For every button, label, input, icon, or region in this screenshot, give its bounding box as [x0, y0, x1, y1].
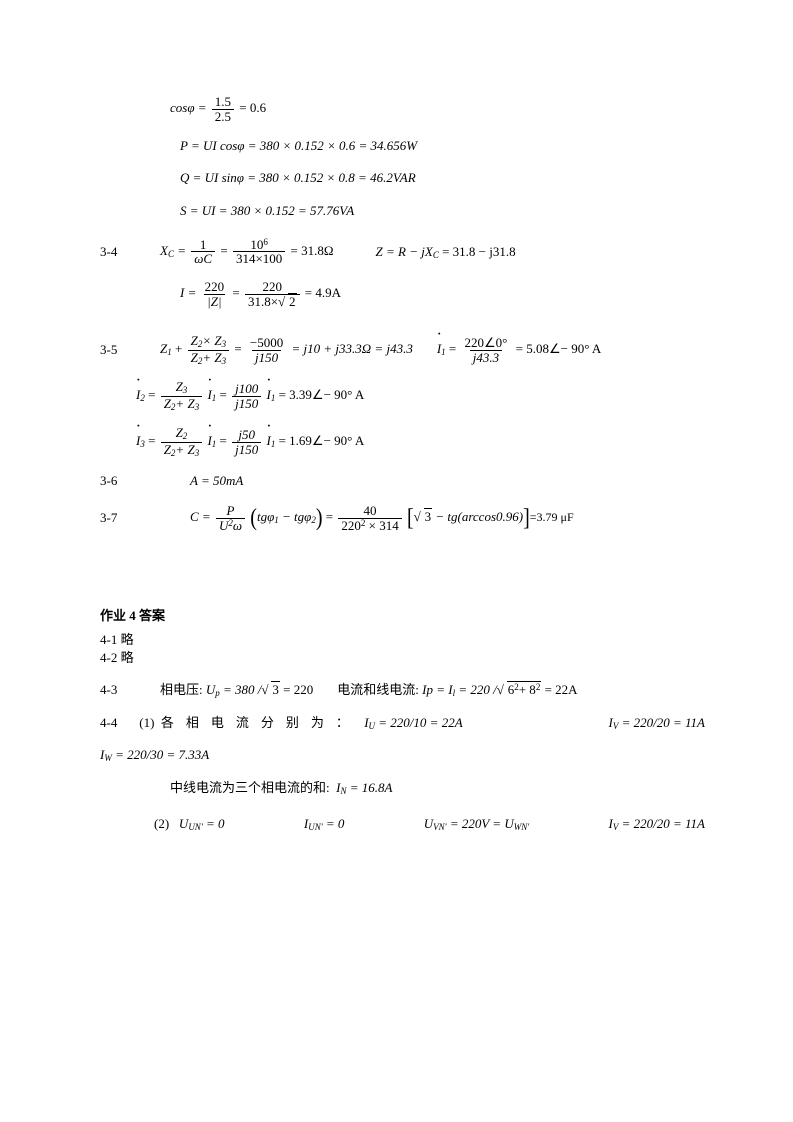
problem-3-5: 3-5 Z1 + Z2× Z3 Z2+ Z3 = −5000j150 = j10…	[100, 334, 705, 366]
z1-eq: Z1 + Z2× Z3 Z2+ Z3 = −5000j150 = j10 + j…	[160, 334, 413, 366]
problem-3-5-I3: I3 = Z2 Z2+ Z3 I1 = j50j150 I1 = 1.69∠− …	[136, 426, 705, 458]
problem-4-4-line1: 4-4 (1) 各相电流分别为： IU = 220/10 = 22A IV = …	[100, 714, 705, 733]
frac: 1.5 2.5	[212, 95, 234, 123]
hw4-1: 4-1 略	[100, 631, 705, 649]
problem-3-4-I: I = 220|Z| = 220 31.8×2 = 4.9A	[180, 280, 705, 308]
i1-eq: I1 = 220∠0°j43.3 = 5.08∠− 90° A	[437, 336, 601, 364]
problem-4-3: 4-3 相电压: Up = 380 /3 = 220 电流和线电流: Ip = …	[100, 681, 705, 700]
label: 3-4	[100, 243, 136, 261]
z-eq: Z = R − jXC = 31.8 − j31.8	[376, 243, 516, 262]
eq-cos-phi: cosφ = 1.5 2.5 = 0.6	[170, 95, 705, 123]
hw4-2: 4-2 略	[100, 649, 705, 667]
problem-3-5-I2: I2 = Z3 Z2+ Z3 I1 = j100j150 I1 = 3.39∠−…	[136, 380, 705, 412]
hw4-title: 作业 4 答案	[100, 607, 705, 625]
xc-eq: XC = 1ωC = 106314×100 = 31.8Ω	[160, 238, 334, 266]
eq-Q: Q = UI sinφ = 380 × 0.152 × 0.8 = 46.2VA…	[180, 169, 705, 187]
problem-3-7: 3-7 C = P U2ω (tgφ1 − tgφ2) = 40 2202 × …	[100, 504, 705, 532]
rhs: = 0.6	[239, 100, 266, 115]
problem-4-4-IW: IW = 220/30 = 7.33A	[100, 746, 705, 765]
eq-S: S = UI = 380 × 0.152 = 57.76VA	[180, 202, 705, 220]
problem-4-4-part2: (2) UUN' = 0 IUN' = 0 UVN' = 220V = UWN'…	[154, 815, 705, 834]
lhs: cosφ =	[170, 100, 207, 115]
problem-3-4: 3-4 XC = 1ωC = 106314×100 = 31.8Ω Z = R …	[100, 238, 705, 266]
problem-3-6: 3-6 A = 50mA	[100, 472, 705, 490]
label: 3-5	[100, 341, 136, 359]
problem-4-4-IN: 中线电流为三个相电流的和: IN = 16.8A	[170, 779, 705, 798]
eq-P: P = UI cosφ = 380 × 0.152 × 0.6 = 34.656…	[180, 137, 705, 155]
